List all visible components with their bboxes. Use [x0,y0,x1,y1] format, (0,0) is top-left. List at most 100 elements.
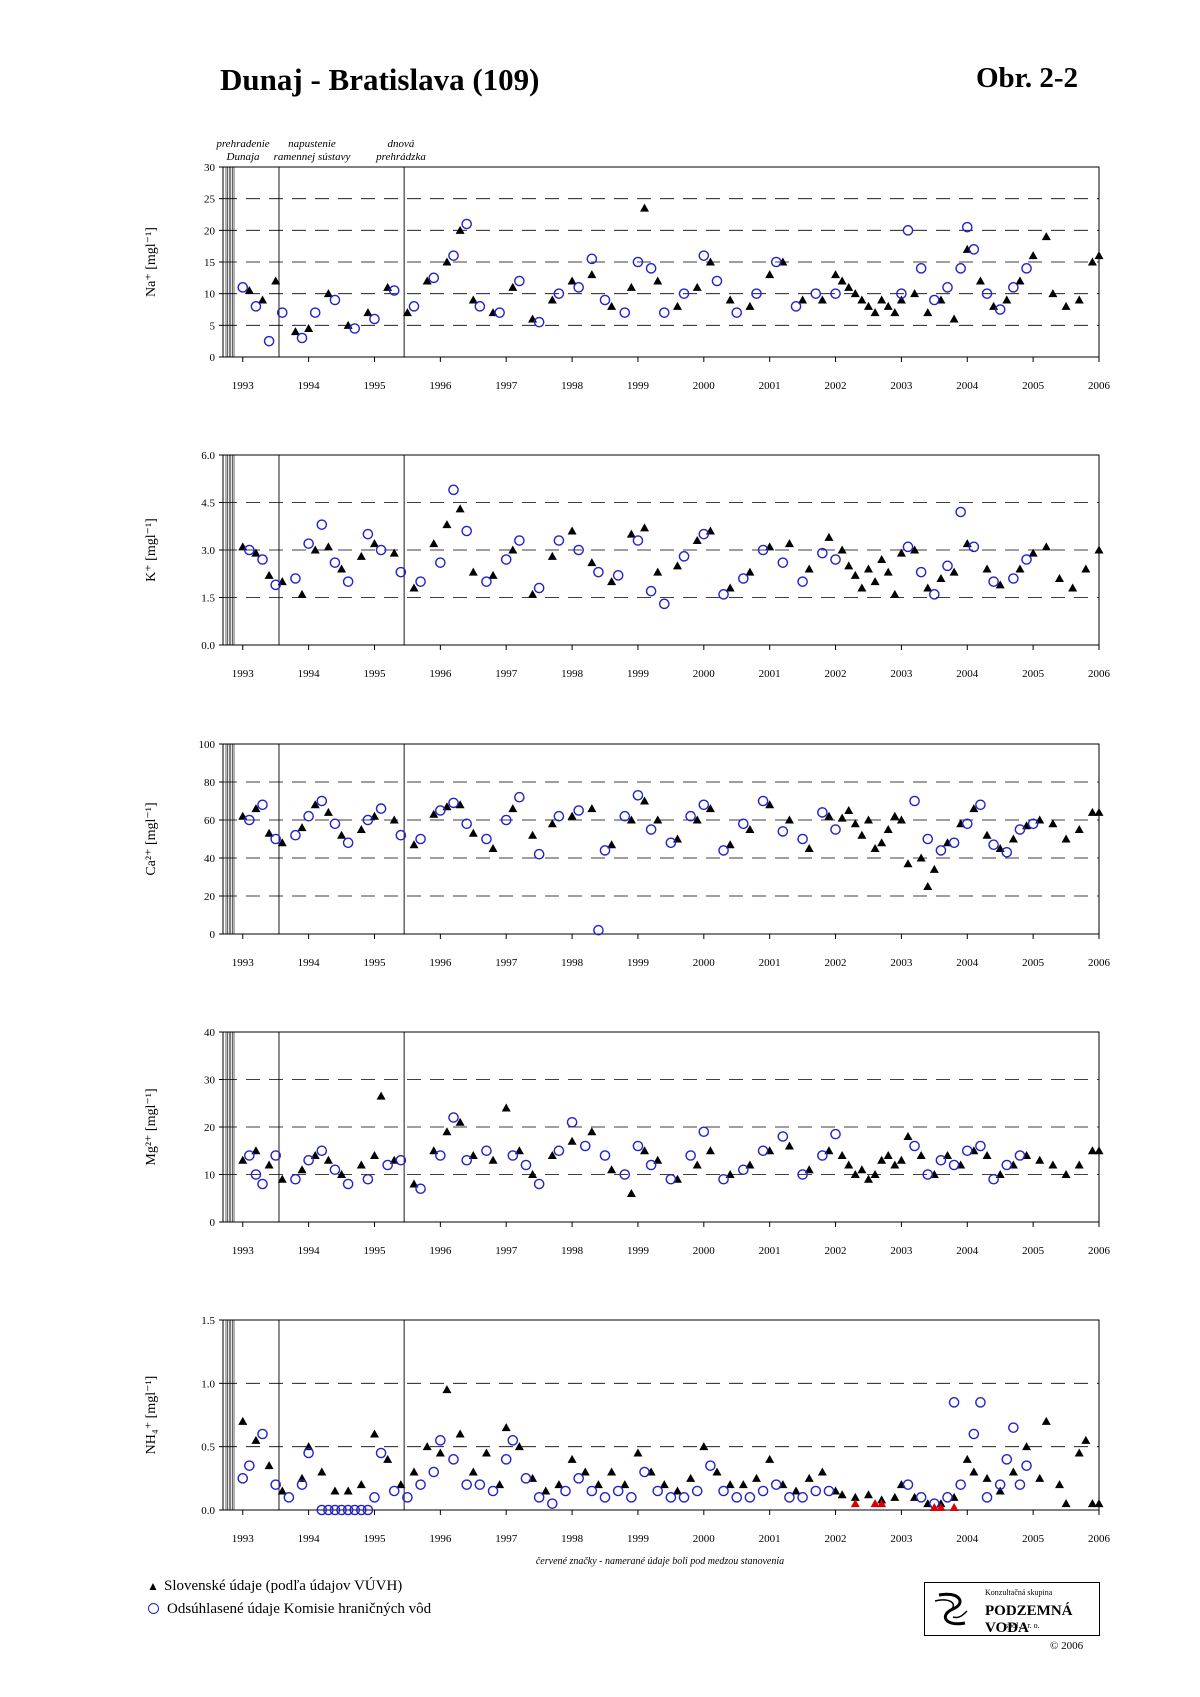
data-point-agreed [283,1492,295,1503]
data-point-slovak [363,308,373,317]
data-point-agreed [935,1154,947,1166]
data-point-agreed [547,1498,558,1509]
y-axis-label: Ca²⁺ [mgl⁻¹] [144,802,159,875]
data-point-slovak [916,1151,926,1159]
data-point-slovak [304,1442,314,1451]
data-point-agreed [316,1504,328,1516]
data-point-agreed [375,803,387,814]
data-point-slovak [738,1480,748,1489]
data-point-agreed [257,799,268,811]
data-point-slovak [1094,807,1104,816]
x-tick-label: 2000 [693,1245,716,1257]
y-axis-label: K⁺ [mgl⁻¹] [144,518,159,582]
data-point-slovak [1022,821,1032,830]
data-point-agreed [619,307,631,318]
data-point-slovak [580,1467,590,1476]
data-point-slovak [1028,251,1038,260]
data-point-agreed [257,554,268,565]
data-point-agreed [487,1485,499,1497]
data-point-agreed [975,799,986,811]
data-point-slovak [863,1174,873,1183]
data-point-agreed [691,1485,703,1497]
x-tick-label: 1998 [561,668,584,680]
data-point-agreed [270,579,281,591]
data-point-slovak [850,819,860,828]
data-point-agreed [612,570,624,581]
legend-label-agreed: Odsúhlasené údaje Komisie hraničných vôd [167,1601,432,1617]
data-point-slovak [1074,825,1084,833]
data-point-slovak [310,545,320,554]
y-tick-label: 15 [204,257,216,269]
data-point-agreed [448,797,459,809]
y-tick-label: 0.0 [201,640,215,652]
data-point-slovak [883,1151,893,1159]
data-point-agreed [553,810,565,822]
data-point-slovak [1061,834,1071,843]
data-point-agreed [435,557,446,568]
data-point-slovak [455,504,465,513]
data-point-below-limit [870,1499,880,1508]
data-point-agreed [329,818,341,830]
data-point-agreed [619,1169,631,1180]
data-point-slovak [567,811,577,820]
y-tick-label: 1.5 [201,593,215,605]
data-point-agreed [915,566,927,578]
x-tick-label: 1993 [232,1533,255,1545]
data-point-slovak [369,1151,379,1159]
data-point-slovak [297,589,307,598]
data-point-slovak [435,1448,445,1457]
x-tick-label: 2002 [825,957,847,969]
x-tick-label: 2003 [890,668,913,680]
data-point-slovak [587,558,597,567]
data-point-slovak [429,1146,439,1155]
data-point-slovak [547,1151,557,1159]
data-point-agreed [303,810,314,822]
data-point-agreed [342,837,354,849]
data-point-agreed [290,829,301,841]
data-point-slovak [896,295,906,304]
data-point-agreed [514,535,525,546]
data-point-agreed [573,544,584,556]
x-tick-label: 1995 [363,380,386,392]
x-tick-label: 1995 [363,1533,386,1545]
y-tick-label: 1.5 [201,1315,215,1327]
data-point-agreed [790,301,802,312]
x-tick-label: 1996 [429,380,452,392]
data-point-slovak [455,1117,465,1126]
data-point-slovak [626,529,636,538]
y-tick-label: 40 [204,1027,216,1039]
x-tick-label: 2002 [825,380,847,392]
data-point-agreed [336,1504,347,1516]
data-point-slovak [1002,295,1012,304]
data-point-agreed [942,560,953,572]
data-point-agreed [1021,263,1032,274]
data-point-agreed [902,1479,914,1490]
data-point-slovak [936,574,946,582]
data-point-slovak [890,308,900,317]
data-point-agreed [909,795,920,807]
x-tick-label: 1995 [363,668,386,680]
data-point-agreed [349,323,361,334]
data-point-slovak [659,1480,669,1489]
data-point-agreed [942,1492,953,1503]
data-point-agreed [244,544,255,556]
legend-item-slovak: ▲ Slovenské údaje (podľa údajov VÚVH) [146,1578,402,1595]
x-tick-label: 2005 [1022,668,1045,680]
chart-panel-5: 0.0 0.5 1.0 1.5 1993 1994 1995 1996 1997 1998 1999… [144,1315,1111,1545]
data-point-slovak [916,853,926,862]
data-point-agreed [303,538,314,549]
data-point-agreed [599,1150,611,1161]
logo-mark-icon [934,1592,968,1626]
data-point-agreed [237,282,249,293]
data-point-agreed [573,805,584,816]
y-tick-label: 30 [204,1075,216,1087]
data-point-slovak [455,1429,465,1438]
data-point-slovak [877,838,887,847]
y-axis-label: Mg²⁺ [mgl⁻¹] [144,1088,159,1165]
data-point-slovak [501,1103,511,1112]
data-point-slovak [488,1155,498,1164]
data-point-agreed [428,1466,440,1478]
data-point-slovak [481,1448,491,1457]
data-point-slovak [962,1454,972,1463]
